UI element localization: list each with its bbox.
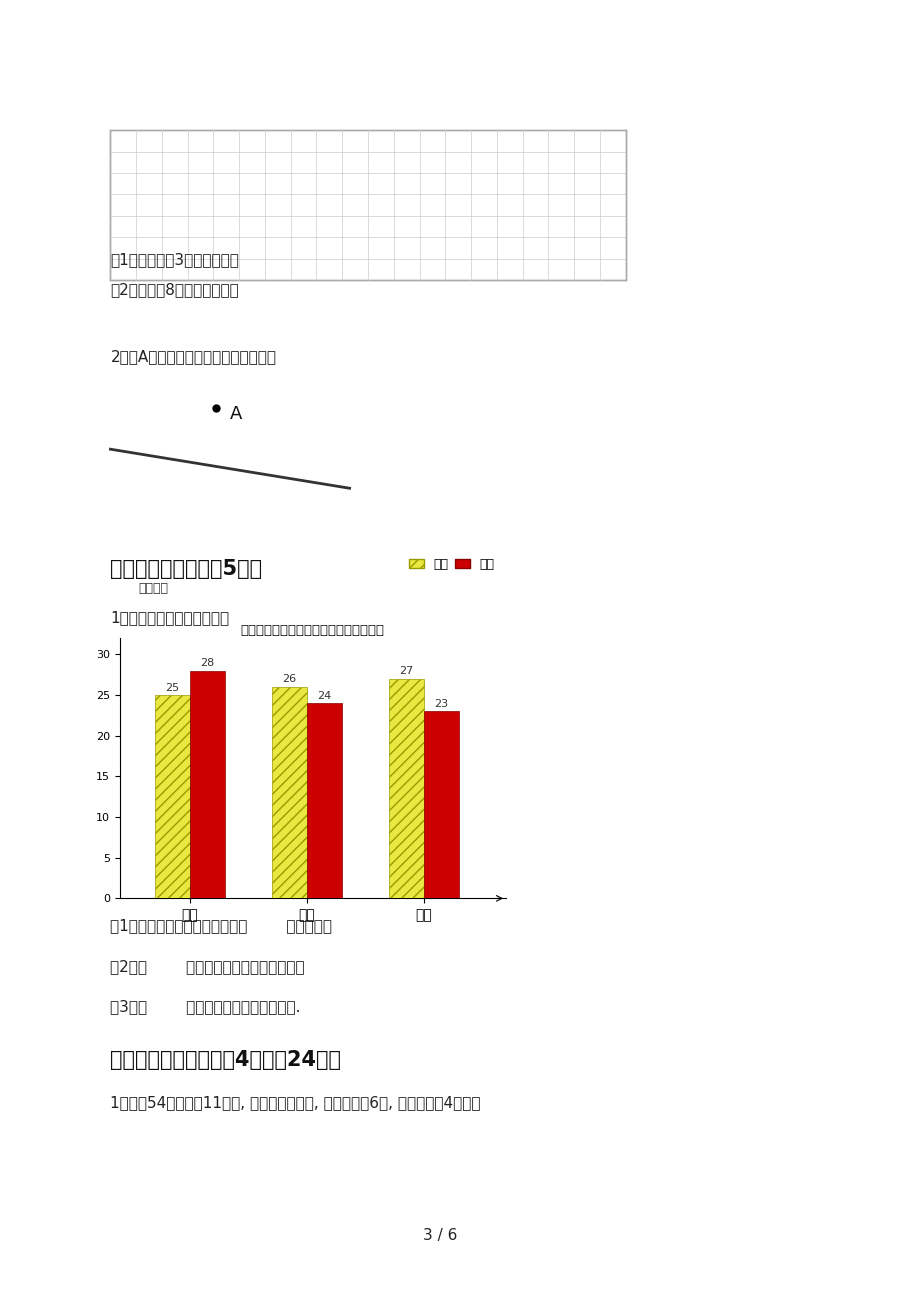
- Bar: [389, 678, 424, 898]
- Text: 3 / 6: 3 / 6: [423, 1228, 457, 1243]
- Bar: [307, 703, 342, 898]
- Text: 单位：人: 单位：人: [138, 582, 168, 595]
- Text: 1、全班54人共租了11只船, 每只船都坐满了, 大船可以坐6人, 小船可以坐4人，两: 1、全班54人共租了11只船, 每只船都坐满了, 大船可以坐6人, 小船可以坐4…: [110, 1095, 481, 1111]
- Legend: 男生, 女生: 男生, 女生: [403, 553, 499, 575]
- Bar: [424, 711, 459, 898]
- Text: （2）（        ）班男、女生人数相差最多；: （2）（ ）班男、女生人数相差最多；: [110, 958, 305, 974]
- Text: （1）纵轴上每个单位长度表示（        ）名学生；: （1）纵轴上每个单位长度表示（ ）名学生；: [110, 918, 332, 934]
- Text: 26: 26: [282, 674, 296, 685]
- Bar: [154, 695, 189, 898]
- Text: 25: 25: [165, 682, 179, 693]
- Bar: [189, 671, 225, 898]
- Text: 23: 23: [434, 699, 448, 708]
- Text: 27: 27: [399, 667, 414, 676]
- Text: （1）长是宽的3倍的长方形。: （1）长是宽的3倍的长方形。: [110, 251, 239, 267]
- Text: 24: 24: [317, 690, 331, 700]
- Text: 六、统计图表。（共5分）: 六、统计图表。（共5分）: [110, 560, 262, 579]
- Bar: [271, 687, 307, 898]
- Text: A: A: [230, 405, 242, 423]
- Text: 七、解决问题。（每题4分，共24分）: 七、解决问题。（每题4分，共24分）: [110, 1051, 341, 1070]
- Text: 1、根据下面的统计图填空：: 1、根据下面的统计图填空：: [110, 609, 229, 625]
- Text: （2）周长是8厘米的正方形。: （2）周长是8厘米的正方形。: [110, 281, 239, 297]
- Bar: [110, 130, 625, 280]
- Text: （3）（        ）班男、女生人数相差最少.: （3）（ ）班男、女生人数相差最少.: [110, 999, 301, 1014]
- Text: 28: 28: [200, 658, 214, 668]
- Title: 晨光小学六年级各班男、女生人数统计图: 晨光小学六年级各班男、女生人数统计图: [241, 624, 384, 637]
- Text: 2、过A点画一条直线与已知直线垂直。: 2、过A点画一条直线与已知直线垂直。: [110, 349, 276, 365]
